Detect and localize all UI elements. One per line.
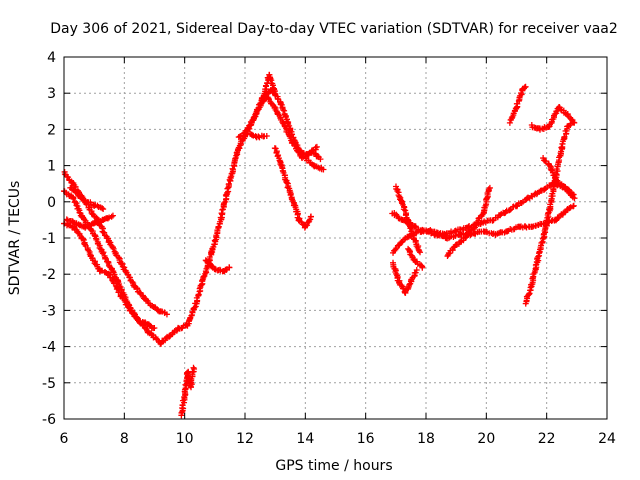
y-tick-label: 4 — [47, 50, 56, 66]
series-track-j — [259, 71, 279, 105]
y-tick-label: 1 — [47, 159, 56, 175]
series-track-s — [506, 83, 529, 126]
y-tick-label: 0 — [47, 195, 56, 211]
x-tick-label: 12 — [236, 431, 254, 447]
series-track-q — [405, 245, 426, 271]
y-tick-label: -3 — [42, 303, 56, 319]
y-tick-label: -4 — [42, 340, 56, 356]
x-tick-labels: 6 8 10 12 14 16 18 20 22 24 — [60, 431, 616, 447]
series-track-o — [390, 259, 420, 296]
y-tick-label: -5 — [42, 376, 56, 392]
x-tick-label: 24 — [598, 431, 616, 447]
series-track-n — [390, 202, 577, 256]
series-track-v — [540, 155, 578, 202]
series-track-l — [303, 155, 327, 173]
x-axis-title: GPS time / hours — [275, 458, 392, 474]
series-track-i — [242, 129, 270, 141]
x-tick-label: 18 — [417, 431, 435, 447]
series-track-g — [202, 257, 233, 275]
chart-title: Day 306 of 2021, Sidereal Day-to-day VTE… — [50, 21, 618, 37]
series-track-k — [271, 145, 314, 231]
series-track-c — [60, 220, 158, 332]
y-tick-labels: -6 -5 -4 -3 -2 -1 0 1 2 3 4 — [42, 50, 56, 428]
grid — [64, 57, 607, 419]
x-tick-label: 14 — [296, 431, 314, 447]
series-track-p — [392, 183, 424, 256]
y-tick-label: 3 — [47, 86, 56, 102]
series-track-b — [61, 168, 170, 318]
data-points — [60, 71, 578, 419]
y-tick-label: -1 — [42, 231, 56, 247]
y-tick-label: 2 — [47, 122, 56, 138]
x-tick-label: 6 — [60, 431, 69, 447]
series-track-d — [63, 212, 116, 231]
series-track-e — [67, 184, 107, 213]
x-tick-label: 22 — [538, 431, 556, 447]
series-track-f — [178, 364, 198, 419]
ticks — [63, 56, 608, 420]
x-tick-label: 20 — [477, 431, 495, 447]
x-tick-label: 10 — [176, 431, 194, 447]
y-tick-label: -2 — [42, 267, 56, 283]
x-tick-label: 8 — [120, 431, 129, 447]
y-axis-title: SDTVAR / TECUs — [7, 181, 23, 296]
series-track-u — [528, 104, 577, 133]
x-tick-label: 16 — [357, 431, 375, 447]
series-track-t — [522, 119, 578, 307]
series-track-r — [444, 184, 493, 260]
y-tick-label: -6 — [42, 412, 56, 428]
